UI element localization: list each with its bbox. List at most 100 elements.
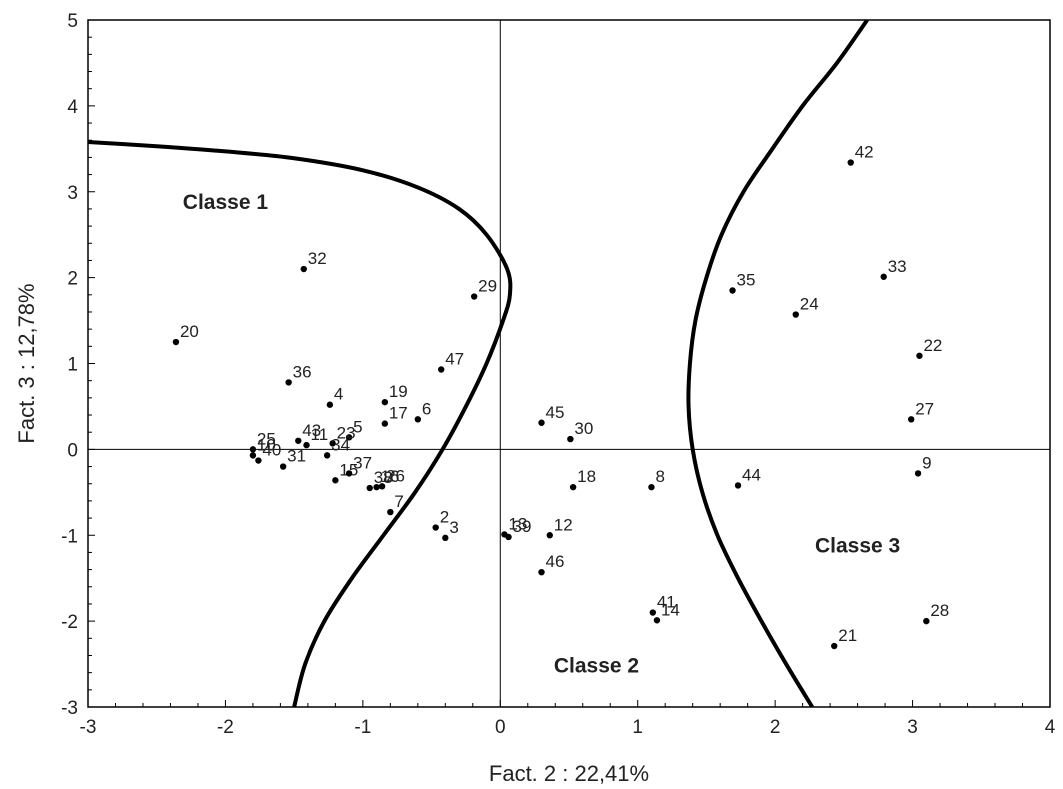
class-annotation: Classe 1 xyxy=(183,191,269,214)
class-annotation: Classe 2 xyxy=(554,655,639,678)
point-label: 4 xyxy=(334,385,343,404)
plot-frame xyxy=(87,19,1051,708)
x-tick-label: 4 xyxy=(1045,717,1056,738)
class-annotation: Classe 3 xyxy=(815,534,900,557)
point-label: 24 xyxy=(800,295,819,314)
data-point xyxy=(847,159,854,166)
point-label: 33 xyxy=(888,257,907,276)
data-point xyxy=(295,437,302,444)
point-label: 10 xyxy=(257,435,276,454)
x-tick-label: 3 xyxy=(907,717,918,738)
data-point xyxy=(432,524,439,531)
data-point xyxy=(653,617,661,624)
y-tick-label: 2 xyxy=(67,269,78,290)
point-label: 31 xyxy=(287,447,306,466)
x-axis-title: Fact. 2 : 22,41% xyxy=(489,761,649,786)
data-point xyxy=(470,293,478,300)
point-label: 2 xyxy=(440,508,449,527)
point-label: 13 xyxy=(508,514,527,533)
data-point xyxy=(914,470,922,477)
point-label: 12 xyxy=(554,515,573,534)
data-point xyxy=(303,441,310,449)
y-axis-title: Fact. 3 : 12,78% xyxy=(14,283,39,443)
point-label: 25 xyxy=(257,429,276,448)
point-label: 8 xyxy=(655,467,664,486)
data-point xyxy=(437,366,445,373)
data-point xyxy=(414,416,422,423)
point-label: 9 xyxy=(922,453,931,472)
data-point xyxy=(567,435,574,443)
data-point xyxy=(923,617,930,625)
data-point xyxy=(323,452,331,459)
data-point xyxy=(880,273,887,280)
point-label: 3 xyxy=(449,518,458,537)
x-tick-label: -2 xyxy=(217,717,234,738)
data-point xyxy=(546,532,553,539)
point-label: 27 xyxy=(915,399,934,418)
point-label: 42 xyxy=(855,143,874,162)
data-point xyxy=(329,440,336,447)
data-point xyxy=(569,483,577,491)
y-tick-label: 4 xyxy=(67,97,78,118)
data-point xyxy=(538,419,545,426)
y-tick-label: 0 xyxy=(67,440,78,461)
y-tick-label: 5 xyxy=(67,11,78,32)
x-tick-label: 2 xyxy=(770,717,781,738)
data-point xyxy=(387,508,394,516)
point-label: 6 xyxy=(422,399,431,418)
data-point xyxy=(729,287,736,294)
point-label: 35 xyxy=(737,271,756,290)
point-label: 20 xyxy=(180,322,199,341)
data-point xyxy=(345,470,353,477)
point-label: 44 xyxy=(742,465,761,484)
point-label: 43 xyxy=(302,421,321,440)
data-point xyxy=(326,401,334,408)
data-point xyxy=(734,482,742,489)
data-point xyxy=(907,416,915,423)
point-label: 26 xyxy=(386,466,405,485)
data-point xyxy=(831,642,838,650)
data-point xyxy=(366,484,373,492)
point-label: 32 xyxy=(308,249,327,268)
data-point xyxy=(538,568,545,576)
data-point xyxy=(648,483,655,491)
data-point xyxy=(345,434,353,441)
point-label: 21 xyxy=(838,626,857,645)
point-label: 5 xyxy=(353,417,362,436)
point-label: 15 xyxy=(339,460,358,479)
x-tick-label: 1 xyxy=(632,717,643,738)
point-label: 46 xyxy=(546,552,565,571)
data-point xyxy=(279,463,287,470)
point-label: 14 xyxy=(661,600,680,619)
x-tick-label: 0 xyxy=(495,717,506,738)
point-label: 28 xyxy=(930,601,949,620)
point-label: 23 xyxy=(337,423,356,442)
y-tick-label: -1 xyxy=(61,526,78,547)
point-label: 16 xyxy=(381,467,400,486)
class-boundary-2 xyxy=(686,20,869,707)
point-label: 19 xyxy=(389,382,408,401)
data-point xyxy=(172,338,180,346)
point-label: 39 xyxy=(513,517,532,536)
point-label: 47 xyxy=(445,350,464,369)
point-label: 45 xyxy=(546,403,565,422)
y-tick-label: -3 xyxy=(61,698,78,719)
point-label: 40 xyxy=(262,441,281,460)
data-point xyxy=(381,398,389,406)
y-tick-label: 3 xyxy=(67,183,78,204)
class-boundary-1 xyxy=(88,139,513,707)
data-point xyxy=(916,352,923,359)
data-point xyxy=(505,533,512,541)
point-label: 41 xyxy=(657,593,676,612)
point-label: 18 xyxy=(577,467,596,486)
point-label: 36 xyxy=(293,362,312,381)
data-point xyxy=(255,457,262,464)
point-label: 7 xyxy=(394,492,403,511)
data-point xyxy=(649,609,657,616)
x-tick-label: -3 xyxy=(80,717,97,738)
x-tick-label: -1 xyxy=(354,717,371,738)
data-point xyxy=(285,379,292,386)
data-point xyxy=(332,477,339,484)
point-label: 30 xyxy=(574,419,593,438)
